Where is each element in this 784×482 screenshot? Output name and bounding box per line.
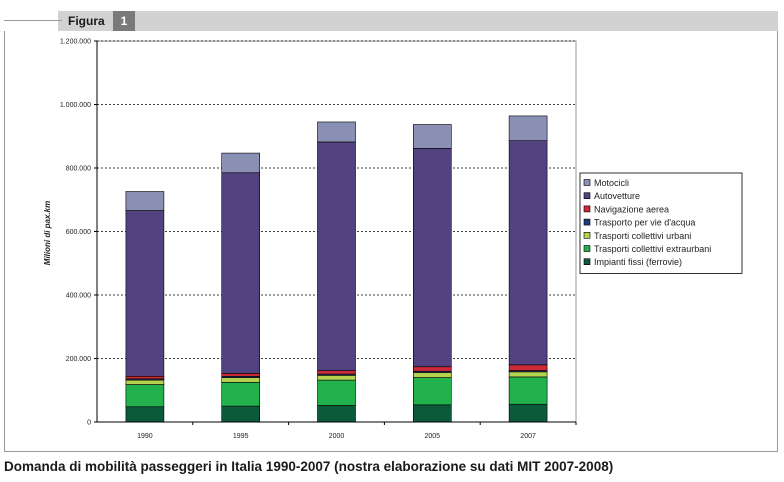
bars [125,115,548,423]
legend: Motocicli Autovetture Navigazione aerea Tra… [579,172,743,274]
bar-2005-segment-2 [412,372,452,378]
y-tick-label-2: 400.000 [66,293,91,300]
legend-label-3: Trasporto per vie d'acqua [594,218,695,228]
legend-swatch-3 [583,218,591,226]
bar-2000-segment-0 [317,405,356,423]
bar-1995-segment-4 [221,373,260,377]
y-tick-label-5: 1.000.000 [60,102,91,109]
bar-2000-segment-2 [317,375,356,381]
figure-number-badge: 1 [113,11,135,31]
bar-1990-segment-6 [125,191,165,211]
legend-label-6: Impianti fissi (ferrovie) [594,257,682,267]
legend-label-4: Trasporti collettivi urbani [594,231,691,241]
bar-2005-segment-6 [412,124,452,149]
bar-1995-segment-1 [221,382,260,407]
legend-label-0: Motocicli [594,178,629,188]
y-tick-label-1: 200.000 [66,356,91,363]
y-axis-title: Milioni di pax.km [43,201,52,265]
bar-2005-segment-1 [412,377,452,406]
bar-1990-segment-0 [125,406,165,423]
bar-2005-segment-0 [412,404,452,423]
legend-box [579,172,743,274]
bar-2007-segment-0 [508,403,548,423]
legend-swatch-2 [583,205,591,213]
bar-1990-segment-4 [125,375,165,380]
bar-1990-segment-5 [125,210,165,377]
figure-caption: Domanda di mobilità passeggeri in Italia… [4,459,614,474]
legend-swatch-1 [583,192,591,199]
x-tick-label-2005: 2005 [425,433,441,440]
bar-1990-segment-1 [125,384,165,408]
legend-label-1: Autovetture [594,191,640,201]
y-tick-label-3: 600.000 [66,229,91,236]
x-tick-label-2007: 2007 [520,433,536,440]
bar-2000-segment-5 [317,141,356,371]
x-tick-label-1995: 1995 [233,433,249,440]
legend-label-5: Trasporti collettivi extraurbani [594,244,711,254]
y-tick-label-6: 1.200.000 [60,39,91,46]
legend-label-2: Navigazione aerea [594,204,669,214]
x-tick-label-2000: 2000 [329,433,345,440]
y-tick-labels: 0 200.000 400.000 600.000 800.000 1.000.000 1.… [60,39,91,427]
bar-2005-segment-4 [412,366,452,372]
legend-swatch-0 [583,179,591,186]
legend-swatch-5 [583,245,591,252]
bar-2007-segment-4 [508,364,548,371]
y-tick-label-4: 800.000 [66,166,91,173]
bar-1995-segment-5 [221,172,260,374]
figure-header-rule [4,20,62,21]
bar-2007-segment-6 [508,115,548,141]
x-tick-labels: 1990 1995 2000 2005 2007 [137,433,536,440]
bar-2000-segment-4 [317,370,356,375]
figure-label: Figura [68,14,105,28]
figure-frame [4,31,778,452]
bar-2007-segment-5 [508,140,548,366]
y-tick-label-0: 0 [87,420,91,427]
x-tick-label-1990: 1990 [137,433,153,440]
bar-1995-segment-2 [221,377,260,383]
figure-header-band [58,11,778,31]
axes [94,40,577,425]
legend-swatch-4 [583,232,591,239]
legend-swatch-6 [583,258,591,266]
bar-2005-segment-5 [412,148,452,368]
bar-1995-segment-6 [221,152,260,174]
bar-2007-segment-2 [508,371,548,378]
bar-1995-segment-0 [221,405,260,423]
bar-1990-segment-2 [125,379,165,385]
bar-2007-segment-1 [508,376,548,405]
bar-2000-segment-6 [317,121,356,143]
bar-2000-segment-1 [317,379,356,406]
